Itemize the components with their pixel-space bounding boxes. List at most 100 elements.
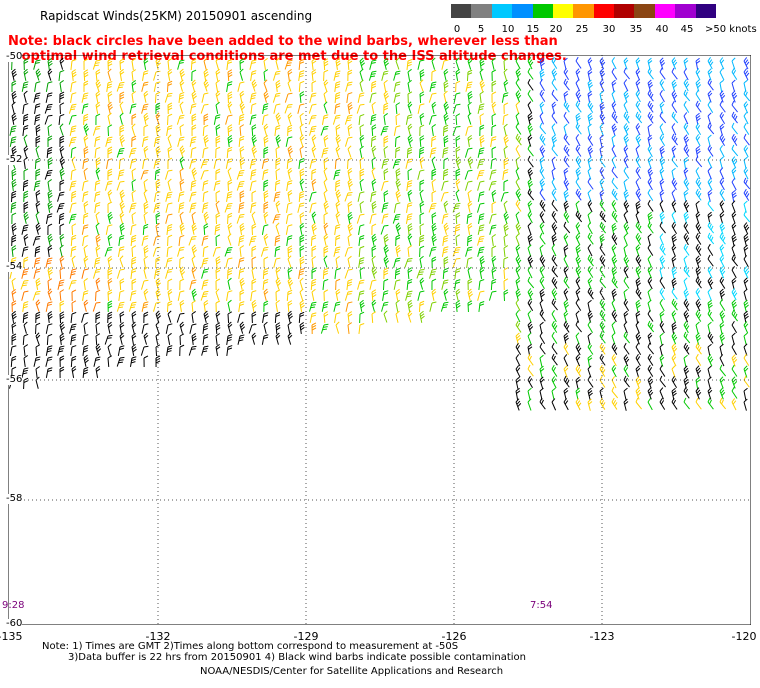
wind-barb	[59, 244, 64, 257]
wind-barb	[203, 310, 209, 323]
wind-barb	[239, 58, 245, 71]
wind-barb	[128, 301, 137, 312]
wind-barb	[83, 278, 88, 290]
wind-barb	[141, 136, 149, 147]
wind-barb	[164, 92, 173, 103]
wind-barb	[539, 255, 546, 268]
wind-barb	[671, 211, 677, 224]
wind-barb	[563, 354, 569, 367]
wind-barb	[707, 343, 712, 356]
wind-barb	[611, 255, 618, 268]
wind-barb	[32, 235, 41, 246]
wind-barb	[11, 112, 17, 125]
wind-barb	[275, 299, 280, 312]
wind-barb	[107, 343, 112, 356]
wind-barb	[249, 92, 257, 103]
wind-barb	[189, 191, 197, 202]
wind-barb	[539, 266, 545, 279]
wind-barb	[176, 114, 185, 125]
wind-barb	[359, 79, 364, 92]
wind-barb	[214, 223, 221, 236]
wind-barb	[491, 267, 497, 279]
wind-barb	[358, 224, 365, 235]
wind-barb	[155, 344, 161, 357]
wind-barb	[623, 310, 629, 323]
wind-barb	[551, 398, 557, 411]
wind-barb	[671, 79, 678, 92]
wind-barb	[683, 68, 689, 81]
wind-barb	[743, 244, 749, 257]
wind-barb	[719, 276, 726, 289]
wind-barb	[671, 123, 677, 136]
wind-barb	[287, 189, 293, 202]
wind-barb	[95, 90, 101, 103]
wind-barb	[309, 158, 317, 169]
wind-barb	[59, 255, 65, 268]
wind-barb	[431, 69, 437, 82]
wind-barb	[201, 235, 209, 246]
wind-barb	[311, 134, 317, 147]
wind-barb	[45, 323, 53, 334]
wind-barb	[140, 279, 149, 290]
wind-barb	[719, 387, 726, 400]
wind-barb	[635, 79, 641, 92]
wind-barb	[35, 322, 41, 335]
wind-barb	[153, 70, 161, 81]
wind-barb	[95, 333, 101, 346]
wind-barb	[70, 59, 77, 70]
wind-barb	[599, 288, 605, 301]
wind-barb	[527, 67, 534, 80]
wind-barb	[467, 112, 472, 125]
wind-barb	[743, 188, 750, 201]
wind-barb	[237, 334, 245, 345]
wind-barb	[731, 299, 738, 312]
wind-barb	[357, 92, 365, 103]
legend-swatch	[451, 4, 472, 18]
wind-barb	[298, 268, 305, 279]
wind-barb	[695, 188, 702, 201]
wind-barb	[393, 125, 401, 136]
wind-barb	[35, 222, 42, 235]
wind-barb	[59, 167, 65, 180]
wind-barb	[320, 323, 329, 334]
wind-barb	[429, 246, 437, 257]
wind-barb	[743, 299, 749, 312]
wind-barb	[370, 114, 377, 125]
wind-barb	[599, 199, 606, 212]
wind-barb	[344, 290, 353, 301]
wind-barb	[575, 68, 581, 81]
wind-barb	[683, 100, 690, 113]
wind-barb	[635, 244, 641, 257]
wind-barb	[611, 111, 618, 124]
wind-barb	[478, 301, 485, 312]
wind-barb	[563, 155, 570, 168]
wind-barb	[215, 135, 221, 148]
wind-barb	[200, 103, 209, 114]
wind-barb	[623, 222, 630, 235]
wind-barb	[95, 113, 101, 126]
wind-barb	[683, 386, 690, 399]
wind-barb	[515, 332, 521, 345]
wind-barb	[441, 279, 449, 290]
wind-barb	[335, 134, 342, 147]
wind-barb	[179, 101, 184, 114]
wind-barb	[287, 79, 292, 92]
wind-barb	[347, 58, 353, 71]
wind-barb	[695, 167, 701, 180]
wind-barb	[503, 123, 508, 136]
wind-barb	[647, 398, 653, 411]
wind-barb	[647, 221, 654, 234]
wind-barb	[59, 311, 65, 324]
wind-barb	[442, 124, 449, 137]
wind-barb	[452, 103, 461, 114]
wind-barb	[369, 92, 377, 103]
wind-barb	[334, 312, 341, 323]
wind-barb	[95, 211, 100, 224]
wind-barb	[671, 67, 678, 80]
wind-barb	[623, 354, 630, 367]
wind-barb	[407, 267, 413, 280]
wind-barb	[478, 213, 485, 224]
wind-barb	[695, 353, 702, 366]
wind-barb	[539, 222, 545, 235]
wind-barb	[707, 144, 714, 157]
